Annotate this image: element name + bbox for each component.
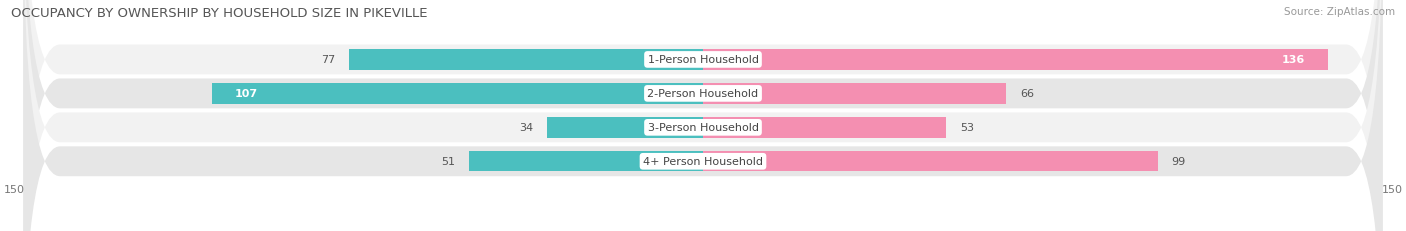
Text: 53: 53 bbox=[960, 123, 974, 133]
Bar bbox=[349, 50, 703, 70]
Bar bbox=[703, 118, 946, 138]
FancyBboxPatch shape bbox=[24, 0, 1382, 231]
FancyBboxPatch shape bbox=[24, 0, 1382, 231]
Text: 51: 51 bbox=[441, 157, 456, 167]
FancyBboxPatch shape bbox=[24, 0, 1382, 231]
Bar bbox=[703, 50, 1327, 70]
Text: Source: ZipAtlas.com: Source: ZipAtlas.com bbox=[1284, 7, 1395, 17]
Text: 2-Person Household: 2-Person Household bbox=[647, 89, 759, 99]
Bar bbox=[547, 118, 703, 138]
Text: 66: 66 bbox=[1019, 89, 1033, 99]
Text: 99: 99 bbox=[1171, 157, 1185, 167]
Text: 136: 136 bbox=[1281, 55, 1305, 65]
Text: 4+ Person Household: 4+ Person Household bbox=[643, 157, 763, 167]
FancyBboxPatch shape bbox=[24, 0, 1382, 231]
Text: 3-Person Household: 3-Person Household bbox=[648, 123, 758, 133]
Bar bbox=[703, 84, 1007, 104]
Text: 107: 107 bbox=[235, 89, 257, 99]
Text: 77: 77 bbox=[322, 55, 336, 65]
Text: 34: 34 bbox=[519, 123, 533, 133]
Bar bbox=[211, 84, 703, 104]
Text: 1-Person Household: 1-Person Household bbox=[648, 55, 758, 65]
Text: OCCUPANCY BY OWNERSHIP BY HOUSEHOLD SIZE IN PIKEVILLE: OCCUPANCY BY OWNERSHIP BY HOUSEHOLD SIZE… bbox=[11, 7, 427, 20]
Bar bbox=[703, 152, 1157, 172]
Bar bbox=[468, 152, 703, 172]
